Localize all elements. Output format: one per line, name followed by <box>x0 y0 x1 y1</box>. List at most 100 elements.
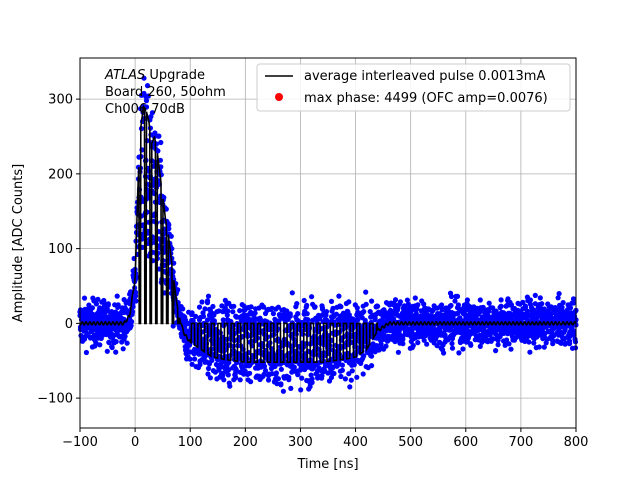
sample-point <box>284 308 290 314</box>
sample-point <box>456 350 462 356</box>
sample-point <box>527 297 534 303</box>
sample-point <box>205 365 212 372</box>
sample-point <box>536 344 542 350</box>
sample-point <box>190 317 196 323</box>
x-tick-label: 400 <box>343 435 368 450</box>
sample-point <box>570 300 577 306</box>
y-tick-label: 0 <box>65 317 73 332</box>
sample-point <box>412 295 418 301</box>
sample-point <box>400 341 406 347</box>
sample-point <box>346 371 352 377</box>
sample-point <box>204 298 211 304</box>
sample-point <box>270 311 276 317</box>
x-tick-label: 300 <box>288 435 313 450</box>
sample-point <box>205 371 211 377</box>
y-tick-label: −100 <box>37 392 73 407</box>
sample-point <box>333 311 339 317</box>
sample-point <box>485 312 491 319</box>
ticks: −100 0 100 200 300 400 500 600 700 800 −100 0 100 200… <box>37 93 588 450</box>
sample-point <box>113 339 119 345</box>
sample-point <box>537 295 543 301</box>
sample-point <box>122 333 128 339</box>
sample-point <box>348 377 354 383</box>
sample-point <box>237 377 243 383</box>
sample-point <box>286 377 292 383</box>
sample-point <box>449 345 456 351</box>
sample-point <box>464 297 470 303</box>
sample-point <box>355 317 361 323</box>
sample-point <box>166 226 172 232</box>
sample-point <box>526 339 532 345</box>
sample-point <box>454 293 461 299</box>
sample-point <box>247 370 253 376</box>
sample-point <box>187 356 193 362</box>
sample-point <box>265 377 272 383</box>
sample-point <box>493 348 499 354</box>
sample-point <box>449 340 455 347</box>
legend-entry-max-phase: max phase: 4499 (OFC amp=0.0076) <box>304 91 548 106</box>
x-tick-label: 100 <box>178 435 203 450</box>
sample-point <box>95 296 101 302</box>
sample-point <box>204 317 211 323</box>
atlas-label: ATLAS <box>104 68 145 83</box>
sample-point <box>221 377 227 383</box>
sample-point <box>347 384 353 390</box>
sample-point <box>490 336 496 342</box>
sample-point <box>383 343 389 349</box>
sample-point <box>252 310 258 316</box>
sample-point <box>498 303 504 309</box>
sample-point <box>287 311 293 317</box>
sample-point <box>193 313 199 319</box>
sample-point <box>133 289 139 295</box>
sample-point <box>369 363 375 369</box>
x-tick-label: 800 <box>564 435 589 450</box>
sample-point <box>175 287 181 293</box>
sample-point <box>261 363 268 369</box>
sample-point <box>349 368 355 374</box>
sample-point <box>354 305 360 311</box>
sample-point <box>448 302 454 309</box>
sample-point <box>415 302 421 308</box>
sample-point <box>495 342 501 348</box>
x-tick-label: 700 <box>508 435 533 450</box>
sample-point <box>97 342 103 348</box>
sample-point <box>372 317 378 323</box>
sample-point <box>460 346 466 352</box>
sample-point <box>262 368 269 374</box>
sample-point <box>304 311 310 317</box>
sample-point <box>275 304 281 310</box>
sample-point <box>273 370 279 376</box>
sample-point <box>274 381 280 387</box>
sample-point <box>156 133 162 139</box>
sample-point <box>133 293 139 299</box>
sample-point <box>93 301 99 307</box>
sample-point <box>397 299 403 305</box>
sample-point <box>192 356 198 362</box>
sample-point <box>233 367 239 373</box>
sample-point <box>89 305 95 311</box>
sample-point <box>278 366 284 372</box>
sample-point <box>307 384 313 390</box>
sample-point <box>468 342 474 348</box>
sample-point <box>439 302 445 308</box>
sample-point <box>143 98 150 104</box>
sample-point <box>448 293 455 300</box>
sample-point <box>295 311 301 317</box>
sample-point <box>338 304 344 310</box>
average-pulse-line <box>79 104 577 363</box>
sample-point <box>269 371 275 377</box>
sample-point <box>490 305 496 311</box>
sample-point <box>225 308 231 314</box>
sample-point <box>375 303 381 309</box>
sample-point <box>155 148 161 154</box>
sample-point <box>442 332 448 338</box>
sample-point <box>339 367 345 373</box>
legend-dot-marker <box>275 93 283 101</box>
sample-point <box>504 337 510 343</box>
sample-point <box>166 222 172 228</box>
sample-point <box>361 353 367 359</box>
sample-point <box>331 370 337 377</box>
sample-point <box>556 291 562 297</box>
sample-point <box>354 374 360 380</box>
